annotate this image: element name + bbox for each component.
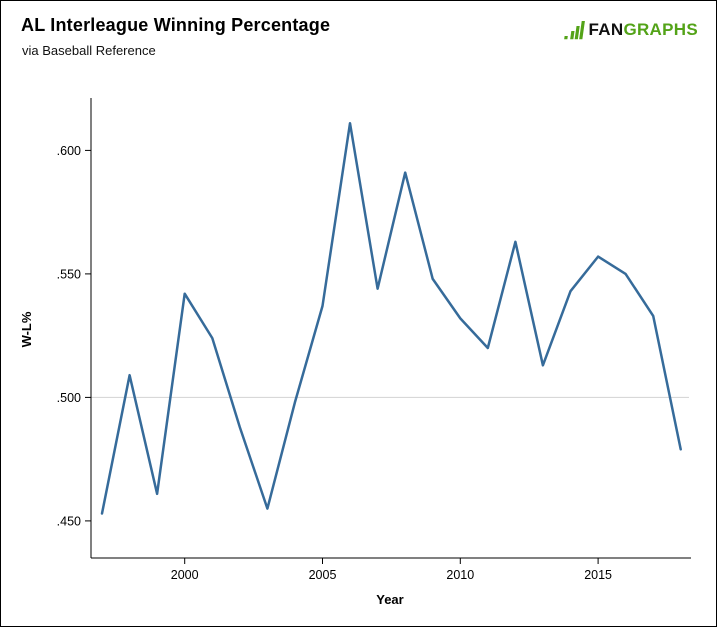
y-axis-title: W-L% [19, 311, 34, 347]
y-tick-label: .550 [57, 267, 81, 281]
fangraphs-logo: FANGRAPHS [563, 19, 698, 41]
x-tick-label: 2005 [309, 568, 337, 582]
x-tick-label: 2000 [171, 568, 199, 582]
y-tick-label: .500 [57, 391, 81, 405]
page-subtitle: via Baseball Reference [22, 43, 156, 58]
x-axis-title: Year [376, 592, 403, 607]
fangraphs-wordmark-fan: FAN [588, 20, 624, 39]
fangraphs-bars-icon [563, 21, 585, 40]
wl-pct-line-series [100, 121, 682, 515]
fangraphs-wordmark-graphs: GRAPHS [623, 20, 698, 39]
x-tick-label: 2010 [446, 568, 474, 582]
page-title: AL Interleague Winning Percentage [21, 15, 331, 35]
fangraphs-wordmark: FANGRAPHS [589, 20, 698, 40]
y-tick-label: .450 [57, 514, 81, 528]
y-tick-label: .600 [57, 144, 81, 158]
x-tick-label: 2015 [584, 568, 612, 582]
